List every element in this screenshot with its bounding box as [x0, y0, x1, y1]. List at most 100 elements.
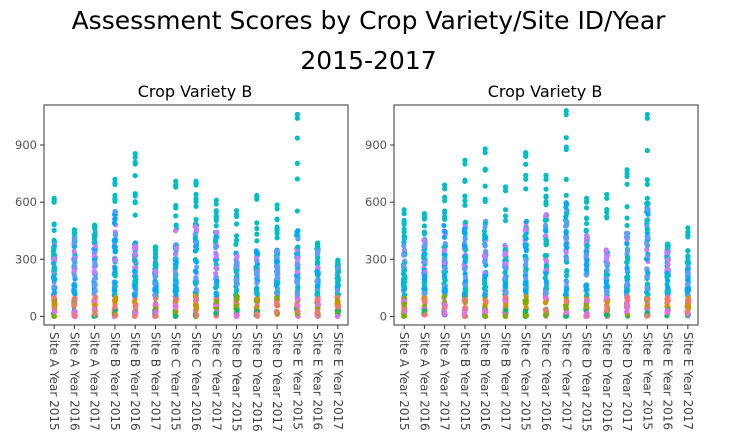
data-point	[334, 287, 340, 293]
data-point	[71, 283, 78, 289]
data-point	[132, 302, 138, 309]
x-tick-label: Site B Year 2016	[478, 332, 492, 431]
data-point	[213, 223, 219, 229]
data-point	[482, 284, 489, 290]
data-point	[502, 282, 508, 288]
data-point	[51, 246, 57, 252]
data-point	[644, 240, 650, 246]
data-point	[112, 304, 118, 310]
data-point	[644, 147, 650, 154]
data-point	[542, 217, 548, 223]
data-point	[213, 265, 219, 271]
data-point	[51, 221, 57, 227]
data-point	[51, 284, 57, 290]
data-point	[172, 282, 178, 289]
data-point	[335, 261, 341, 267]
x-tick-label: Site C Year 2016	[539, 332, 553, 431]
data-point	[401, 220, 407, 226]
data-point	[684, 302, 690, 308]
data-point	[254, 280, 260, 286]
data-point	[604, 215, 610, 221]
data-point	[254, 196, 260, 202]
data-point	[51, 309, 58, 315]
data-point	[233, 288, 240, 294]
data-point	[213, 197, 219, 203]
data-point	[112, 232, 119, 238]
data-point	[583, 199, 590, 205]
data-point	[503, 307, 509, 313]
data-point	[421, 223, 427, 229]
x-tick-label: Site E Year 2016	[311, 332, 325, 430]
data-point	[214, 283, 220, 289]
data-point	[563, 204, 569, 210]
data-point	[173, 245, 180, 251]
data-point	[213, 310, 219, 316]
data-point	[274, 255, 280, 261]
data-point	[645, 234, 651, 241]
data-point	[132, 173, 138, 179]
data-point	[192, 293, 198, 299]
data-point	[604, 289, 610, 295]
data-point	[583, 228, 589, 234]
data-point	[564, 210, 570, 216]
data-point	[294, 208, 300, 214]
data-point	[234, 281, 240, 287]
data-point	[482, 259, 488, 265]
data-point	[482, 243, 488, 249]
data-point	[543, 290, 549, 296]
data-point	[502, 207, 509, 213]
data-point	[441, 234, 448, 240]
data-point	[274, 226, 280, 232]
data-point	[153, 301, 159, 307]
data-point	[584, 310, 590, 316]
data-point	[624, 248, 631, 254]
data-point	[665, 272, 671, 279]
data-point	[543, 237, 549, 243]
data-point	[152, 313, 158, 319]
data-point	[112, 265, 118, 271]
data-point	[624, 181, 630, 187]
data-point	[214, 292, 220, 298]
data-point	[254, 220, 260, 226]
data-point	[112, 249, 118, 255]
y-tick-label: 300	[365, 252, 387, 266]
data-point	[212, 238, 219, 244]
data-point	[173, 259, 179, 265]
data-point	[503, 302, 509, 308]
data-point	[502, 275, 508, 281]
x-tick-label: Site D Year 2016	[250, 332, 264, 432]
data-point	[644, 281, 650, 287]
data-point	[314, 268, 320, 275]
data-point	[462, 274, 469, 280]
data-point	[482, 183, 488, 189]
data-point	[233, 241, 239, 247]
data-point	[72, 273, 78, 279]
data-point	[644, 303, 650, 309]
data-point	[685, 247, 691, 254]
data-point	[583, 272, 590, 278]
data-point	[193, 312, 200, 318]
data-point	[294, 280, 301, 286]
data-point	[112, 180, 118, 186]
data-point	[421, 229, 427, 235]
data-point	[624, 204, 630, 210]
data-point	[234, 296, 240, 303]
data-point	[314, 278, 320, 284]
data-point	[172, 286, 178, 293]
data-point	[213, 244, 219, 250]
data-point	[563, 291, 569, 297]
data-point	[402, 279, 408, 285]
data-point	[624, 274, 630, 280]
data-point	[462, 243, 468, 249]
data-point	[462, 193, 468, 199]
data-point	[502, 218, 509, 224]
data-point	[152, 248, 159, 254]
data-point	[441, 256, 447, 263]
data-point	[421, 214, 427, 220]
data-point	[421, 243, 427, 250]
x-tick-label: Site B Year 2017	[148, 332, 162, 431]
data-point	[604, 307, 610, 313]
data-point	[645, 200, 651, 207]
data-point	[294, 135, 300, 141]
x-tick-label: Site A Year 2016	[417, 332, 431, 431]
